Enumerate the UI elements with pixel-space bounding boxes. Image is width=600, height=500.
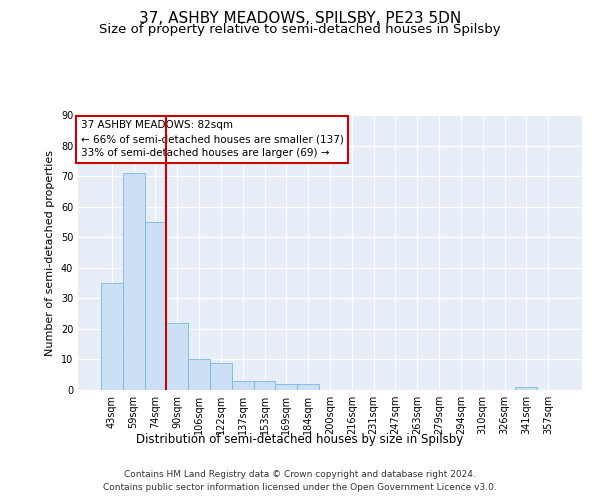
Bar — [123, 173, 145, 390]
Bar — [254, 381, 275, 390]
Bar — [101, 283, 123, 390]
Bar — [166, 323, 188, 390]
Bar — [210, 362, 232, 390]
Bar — [145, 222, 166, 390]
Bar — [297, 384, 319, 390]
Bar — [232, 381, 254, 390]
Text: Contains HM Land Registry data © Crown copyright and database right 2024.
Contai: Contains HM Land Registry data © Crown c… — [103, 470, 497, 492]
Text: Size of property relative to semi-detached houses in Spilsby: Size of property relative to semi-detach… — [99, 22, 501, 36]
Bar — [515, 387, 537, 390]
Bar — [275, 384, 297, 390]
Text: Distribution of semi-detached houses by size in Spilsby: Distribution of semi-detached houses by … — [136, 432, 464, 446]
Bar — [188, 360, 210, 390]
Text: 37, ASHBY MEADOWS, SPILSBY, PE23 5DN: 37, ASHBY MEADOWS, SPILSBY, PE23 5DN — [139, 11, 461, 26]
Text: 37 ASHBY MEADOWS: 82sqm
← 66% of semi-detached houses are smaller (137)
33% of s: 37 ASHBY MEADOWS: 82sqm ← 66% of semi-de… — [80, 120, 343, 158]
Y-axis label: Number of semi-detached properties: Number of semi-detached properties — [45, 150, 55, 356]
